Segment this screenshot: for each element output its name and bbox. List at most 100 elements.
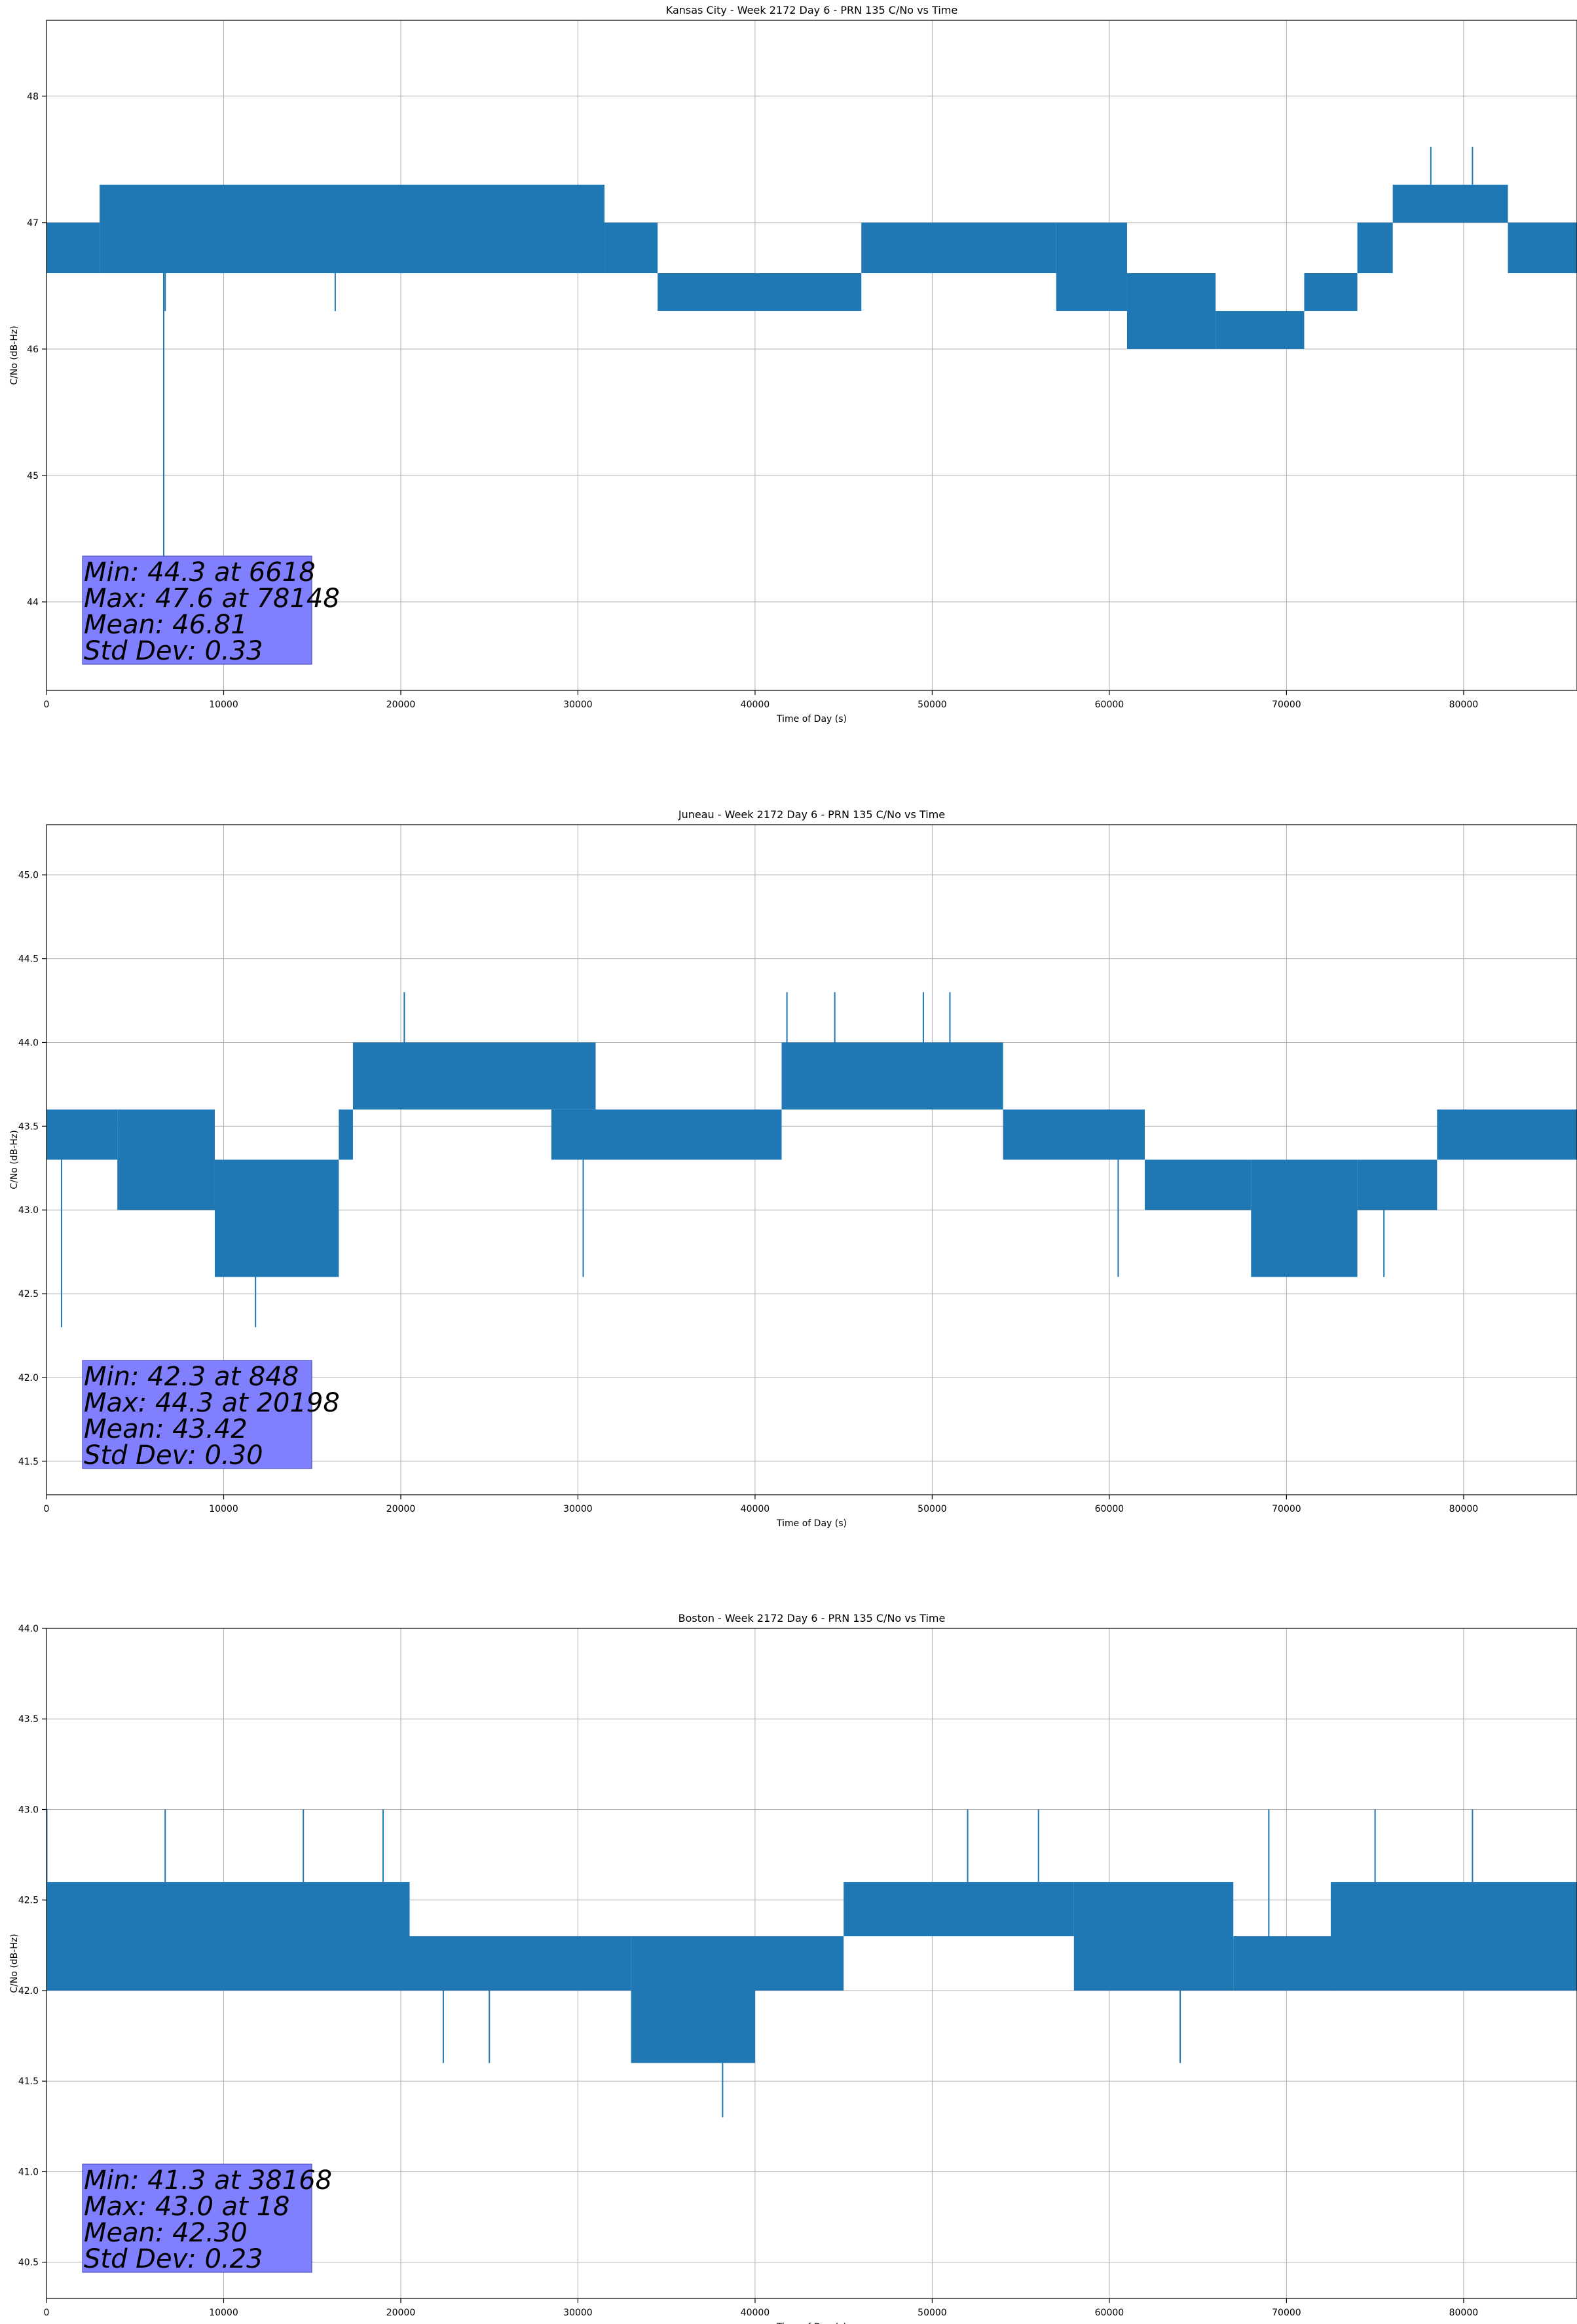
series-band xyxy=(339,1109,353,1160)
series-band xyxy=(861,222,1056,274)
y-tick-label: 47 xyxy=(27,218,39,229)
y-tick-label: 43.5 xyxy=(18,1121,39,1132)
data-series xyxy=(46,1809,1577,2118)
series-band xyxy=(844,1882,1074,1937)
chart-panel-1: Kansas City - Week 2172 Day 6 - PRN 135 … xyxy=(9,4,1577,724)
y-tick-label: 44 xyxy=(27,597,39,608)
y-tick-label: 42.5 xyxy=(18,1289,39,1300)
series-band xyxy=(1251,1159,1358,1277)
data-series xyxy=(46,992,1577,1328)
x-axis-label: Time of Day (s) xyxy=(776,714,847,724)
plot-frame xyxy=(46,1628,1577,2299)
x-tick-label: 50000 xyxy=(918,700,947,710)
y-tick-label: 42.0 xyxy=(18,1986,39,1996)
series-band xyxy=(1508,222,1577,274)
x-tick-label: 10000 xyxy=(209,1504,238,1514)
chart-panel-3: Boston - Week 2172 Day 6 - PRN 135 C/No … xyxy=(9,1612,1577,2324)
y-tick-label: 41.5 xyxy=(18,2076,39,2087)
chart-title: Kansas City - Week 2172 Day 6 - PRN 135 … xyxy=(666,4,957,16)
x-tick-label: 80000 xyxy=(1449,700,1479,710)
stats-line: Min: 41.3 at 38168 xyxy=(84,2165,332,2196)
series-band xyxy=(1304,273,1358,311)
series-band xyxy=(1145,1159,1252,1210)
series-band xyxy=(1126,273,1216,349)
x-axis-label: Time of Day (s) xyxy=(776,1518,847,1529)
x-tick-label: 60000 xyxy=(1095,1504,1124,1514)
x-tick-label: 10000 xyxy=(209,700,238,710)
x-tick-label: 70000 xyxy=(1272,700,1301,710)
series-band xyxy=(1331,1882,1577,1991)
series-band xyxy=(409,1936,631,1991)
x-tick-label: 0 xyxy=(44,700,50,710)
x-tick-label: 20000 xyxy=(386,1504,416,1514)
x-tick-label: 60000 xyxy=(1095,700,1124,710)
series-band xyxy=(1357,1159,1438,1210)
x-tick-label: 30000 xyxy=(563,700,593,710)
stats-line: Mean: 43.42 xyxy=(84,1414,248,1444)
stats-line: Mean: 46.81 xyxy=(84,610,248,640)
y-tick-label: 48 xyxy=(27,92,39,102)
x-tick-label: 30000 xyxy=(563,1504,593,1514)
stats-line: Max: 43.0 at 18 xyxy=(84,2192,289,2222)
series-band xyxy=(46,1882,410,1991)
series-band xyxy=(46,222,100,274)
y-tick-label: 45.0 xyxy=(18,871,39,881)
data-series xyxy=(46,147,1577,564)
series-band xyxy=(551,1109,782,1160)
y-tick-label: 44.0 xyxy=(18,1624,39,1634)
y-tick-label: 44.5 xyxy=(18,954,39,965)
x-tick-label: 40000 xyxy=(741,2308,770,2318)
chart-panel-2: Juneau - Week 2172 Day 6 - PRN 135 C/No … xyxy=(9,808,1577,1529)
y-axis-label: C/No (dB-Hz) xyxy=(9,326,20,384)
x-tick-label: 80000 xyxy=(1449,2308,1479,2318)
y-tick-label: 42.0 xyxy=(18,1373,39,1383)
x-tick-label: 50000 xyxy=(918,2308,947,2318)
y-tick-label: 41.0 xyxy=(18,2167,39,2177)
x-tick-label: 0 xyxy=(44,1504,50,1514)
stats-line: Std Dev: 0.33 xyxy=(84,636,263,666)
series-band xyxy=(781,1042,1003,1110)
series-band xyxy=(604,222,658,274)
stats-line: Mean: 42.30 xyxy=(84,2218,248,2248)
stats-line: Std Dev: 0.23 xyxy=(84,2244,263,2274)
y-tick-label: 43.0 xyxy=(18,1805,39,1815)
stats-line: Max: 44.3 at 20198 xyxy=(84,1388,340,1418)
x-tick-label: 50000 xyxy=(918,1504,947,1514)
series-band xyxy=(46,1109,118,1160)
series-band xyxy=(100,184,605,274)
series-band xyxy=(1056,222,1127,311)
plot-frame xyxy=(46,824,1577,1495)
y-tick-label: 43.5 xyxy=(18,1714,39,1725)
x-tick-label: 20000 xyxy=(386,2308,416,2318)
x-axis-label: Time of Day (s) xyxy=(776,2322,847,2324)
x-tick-label: 30000 xyxy=(563,2308,593,2318)
x-tick-label: 10000 xyxy=(209,2308,238,2318)
stats-box xyxy=(82,555,312,665)
series-band xyxy=(1233,1936,1331,1991)
y-tick-label: 45 xyxy=(27,471,39,481)
x-tick-label: 70000 xyxy=(1272,1504,1301,1514)
series-band xyxy=(1003,1109,1145,1160)
y-axis-label: C/No (dB-Hz) xyxy=(9,1934,20,1993)
chart-title: Boston - Week 2172 Day 6 - PRN 135 C/No … xyxy=(678,1612,946,1624)
series-band xyxy=(1437,1109,1577,1160)
series-band xyxy=(1357,222,1393,274)
chart-title: Juneau - Week 2172 Day 6 - PRN 135 C/No … xyxy=(678,808,945,821)
y-axis-label: C/No (dB-Hz) xyxy=(9,1130,20,1189)
stats-line: Std Dev: 0.30 xyxy=(84,1440,263,1471)
series-band xyxy=(117,1109,215,1210)
x-tick-label: 40000 xyxy=(741,700,770,710)
stats-box xyxy=(82,1360,312,1469)
series-band xyxy=(1392,184,1508,223)
series-band xyxy=(214,1159,339,1277)
series-band xyxy=(1215,310,1305,349)
x-tick-label: 70000 xyxy=(1272,2308,1301,2318)
x-tick-label: 0 xyxy=(44,2308,50,2318)
series-band xyxy=(352,1042,596,1110)
y-tick-label: 46 xyxy=(27,345,39,355)
series-band xyxy=(754,1936,844,1991)
stats-box xyxy=(82,2164,312,2273)
series-band xyxy=(658,273,862,311)
series-band xyxy=(1073,1882,1234,1991)
